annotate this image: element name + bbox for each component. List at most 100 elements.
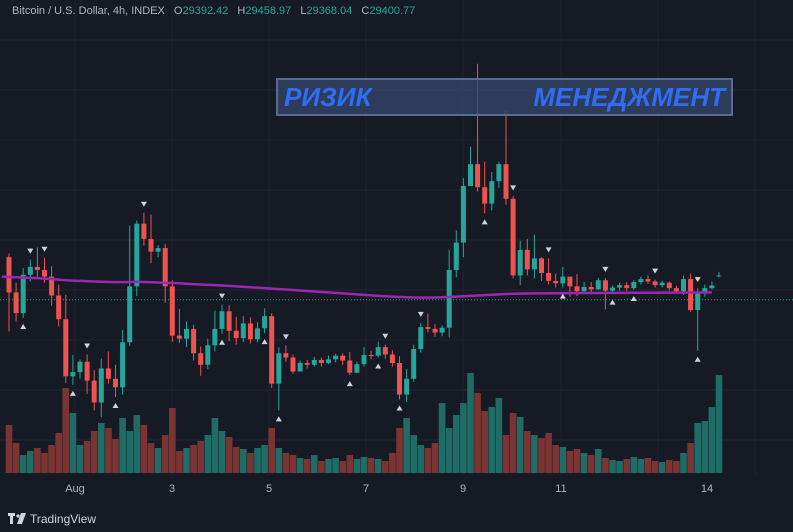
candle-body [184,328,189,339]
fractal-down-marker [694,277,701,283]
volume-bar [27,451,34,473]
candle-body [595,280,601,290]
tradingview-icon [8,513,26,524]
volume-bar [509,413,517,473]
candle-body [588,286,594,290]
volume-bar [154,448,162,473]
volume-bar [644,458,652,473]
candle-body [269,316,275,384]
x-tick-label: 14 [700,483,714,495]
candle-body [361,355,367,365]
volume-bar [311,455,318,473]
candle-body [318,359,324,363]
candle-body [240,323,246,339]
volume-bar [637,459,645,473]
candle-body [205,345,211,365]
candle-body [567,276,573,287]
candle-body [368,355,374,357]
candle-body [539,258,544,273]
candle-body [91,380,97,403]
volume-bar [325,459,332,473]
fractal-up-marker [559,293,566,299]
time-axis[interactable]: Aug 3 5 7 9 11 14 [0,477,793,499]
volume-bar [687,443,694,473]
volume-bar [538,438,545,473]
volume-bar [701,421,709,473]
candle-body [681,279,686,292]
candlestick-chart[interactable] [0,0,793,500]
candle-body [524,249,530,270]
fractal-up-marker [481,219,488,225]
volume-bar [240,449,247,473]
volume-bar [609,460,616,473]
candle-body [425,327,431,329]
x-tick-label: 9 [459,483,467,495]
volume-bar [552,445,559,473]
candle-body [503,164,509,199]
symbol-header: Bitcoin / U.S. Dollar, 4h, INDEX O29392.… [12,5,415,17]
candle-body [460,186,466,243]
candle-body [311,359,317,365]
candle-body [148,238,154,252]
volume-bar [247,453,254,473]
candle-body [418,327,424,349]
fractal-up-marker [630,296,637,301]
candle-body [333,355,339,360]
candle-body [141,223,147,239]
candle-body [695,292,701,311]
volume-bar [346,455,354,473]
open-label: O [173,5,183,17]
fractal-up-marker [694,356,701,362]
volume-bar [382,461,389,473]
candle-body [191,328,197,354]
volume-bar [481,411,488,473]
candle-body [276,353,282,384]
candle-body [127,286,133,343]
moving-average-line [1,275,712,299]
close-label: C [361,5,370,17]
symbol-title: Bitcoin / U.S. Dollar, 4h, INDEX [12,5,165,17]
x-tick-label: 7 [362,483,370,495]
x-tick-label: 3 [168,483,176,495]
candle-body [375,347,381,356]
fractal-down-marker [652,268,659,274]
volume-bar [559,447,567,473]
volume-bar [12,443,20,473]
candle-body [20,274,26,314]
candle-body [631,282,637,289]
fractal-down-marker [84,343,91,349]
candle-body [49,276,55,296]
volume-bar [651,461,659,473]
volume-bar [225,437,233,473]
candle-body [638,279,644,283]
volume-bar [531,435,538,473]
volume-bar [133,415,141,473]
candle-body [98,368,104,403]
candle-body [42,269,47,277]
volume-bar [453,415,460,473]
volume-bar [105,428,112,473]
candle-body [574,286,580,292]
candle-body [397,362,402,395]
volume-bar [424,448,432,473]
volume-bar [545,433,552,473]
volume-bar [566,451,574,473]
candle-body [404,378,410,395]
tradingview-logo[interactable]: TradingView [8,512,96,526]
candle-body [219,311,225,329]
volume-bar [445,428,453,473]
volume-bar [403,418,410,473]
volume-bar [396,428,403,473]
fractal-down-marker [41,246,48,252]
volume-bar [55,433,62,473]
fractal-down-marker [219,293,225,299]
candle-body [709,285,715,289]
candle-body [134,223,140,287]
volume-bar [289,455,297,473]
volume-bar [176,451,183,473]
volume-bar [190,445,197,473]
low-value: 29368.04 [306,5,353,17]
volume-bar [62,388,70,473]
volume-bar [474,393,481,473]
fractal-down-marker [27,248,34,254]
